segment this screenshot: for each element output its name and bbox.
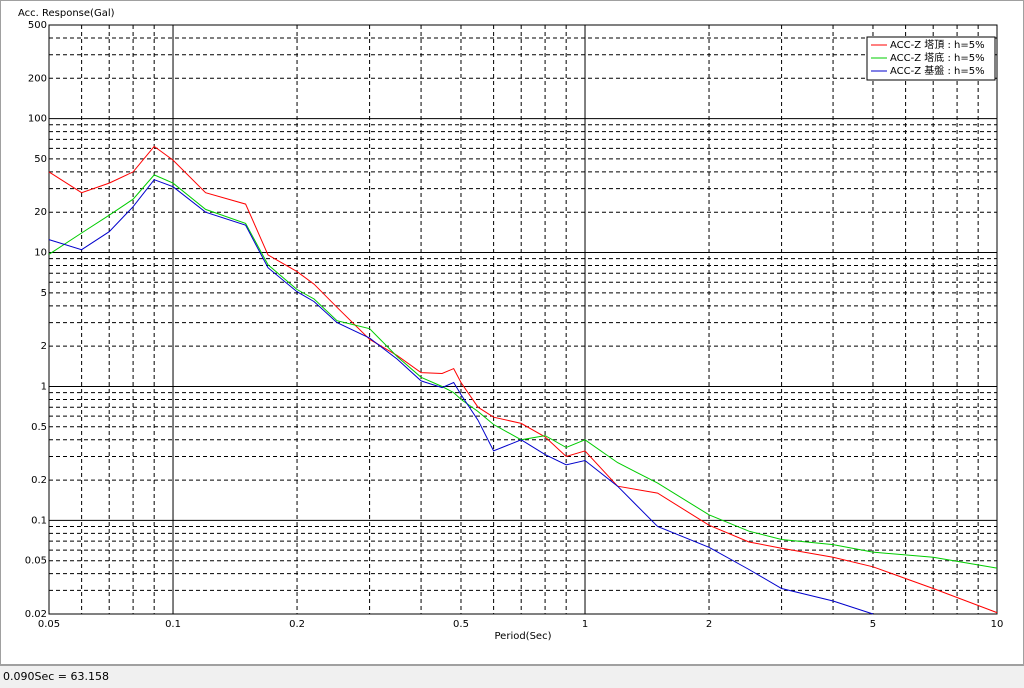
status-bar: 0.090Sec = 63.158 — [0, 665, 1024, 688]
y-tick-label: 10 — [34, 248, 47, 259]
y-tick-label: 0.02 — [25, 609, 47, 620]
legend-label: ACC-Z 塔底 : h=5% — [890, 51, 985, 64]
chart-background — [0, 0, 1024, 665]
y-tick-label: 0.1 — [31, 515, 47, 526]
x-tick-label: 5 — [870, 619, 876, 630]
x-tick-label: 0.2 — [289, 619, 305, 630]
legend-box — [866, 36, 996, 81]
chart-title: Acc. Response(Gal) — [18, 8, 115, 19]
x-tick-label: 2 — [706, 619, 712, 630]
y-tick-label: 100 — [28, 114, 47, 125]
y-tick-label: 200 — [28, 73, 47, 84]
y-tick-label: 50 — [34, 154, 47, 165]
x-axis-label: Period(Sec) — [495, 631, 552, 642]
y-tick-label: 2 — [41, 341, 47, 352]
y-tick-label: 20 — [34, 207, 47, 218]
legend-label: ACC-Z 基盤 : h=5% — [890, 64, 985, 77]
legend-label: ACC-Z 塔頂 : h=5% — [890, 38, 985, 51]
series-line — [48, 174, 998, 569]
y-tick-label: 5 — [41, 288, 47, 299]
x-tick-label: 0.5 — [453, 619, 469, 630]
x-tick-label: 0.05 — [38, 619, 60, 630]
series-line — [48, 145, 998, 614]
x-tick-label: 1 — [582, 619, 588, 630]
series-line — [48, 179, 874, 615]
x-tick-label: 10 — [991, 619, 1004, 630]
y-tick-label: 500 — [28, 20, 47, 31]
y-tick-label: 1 — [41, 381, 47, 392]
y-tick-label: 0.2 — [31, 475, 47, 486]
y-tick-label: 0.05 — [25, 556, 47, 567]
x-tick-label: 0.1 — [165, 619, 181, 630]
plot-frame — [48, 24, 998, 615]
y-tick-label: 0.5 — [31, 422, 47, 433]
chart: Acc. Response(Gal) Period(Sec) 0.05 0.1 0.… — [0, 0, 1024, 665]
